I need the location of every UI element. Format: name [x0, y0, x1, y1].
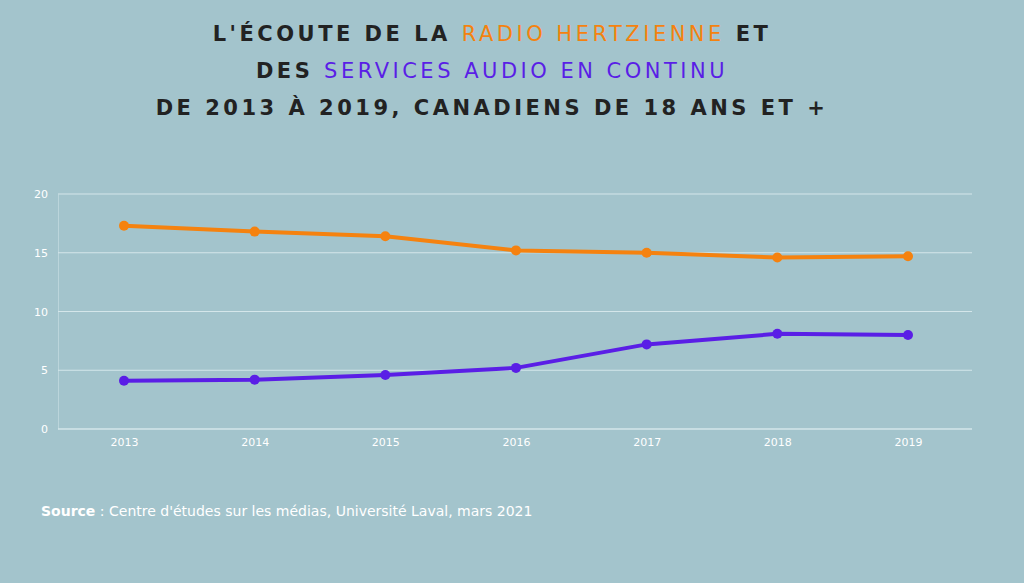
title-part: DE 2013 À 2019, CANADIENS DE 18 ANS ET + — [156, 95, 829, 120]
x-tick: 2017 — [633, 429, 661, 449]
y-tick: 10 — [34, 306, 58, 319]
x-tick-label: 2016 — [503, 436, 531, 449]
x-tick: 2013 — [111, 429, 139, 449]
series-point — [119, 221, 129, 231]
x-tick: 2018 — [764, 429, 792, 449]
series-point — [511, 363, 521, 373]
background — [0, 0, 1024, 583]
x-axis: 2013 2014 2015 2016 2017 2018 2019 — [58, 429, 972, 449]
grid-line — [58, 311, 972, 312]
series-point — [380, 370, 390, 380]
x-tick-label: 2014 — [241, 436, 269, 449]
series-point — [903, 330, 913, 340]
y-axis-line — [58, 195, 59, 430]
y-tick: 15 — [34, 247, 58, 260]
y-tick-label: 5 — [41, 364, 48, 377]
x-tick-label: 2019 — [895, 436, 923, 449]
legend-word: SERVICES AUDIO EN CONTINU — [324, 59, 728, 83]
y-tick: 0 — [41, 423, 58, 436]
y-tick-label: 15 — [34, 247, 48, 260]
x-tick-label: 2013 — [111, 436, 139, 449]
series-point — [380, 231, 390, 241]
y-tick-label: 20 — [34, 188, 48, 201]
x-tick: 2019 — [895, 429, 923, 449]
series-point — [119, 376, 129, 386]
source-note: Source : Centre d'études sur les médias,… — [41, 503, 532, 519]
x-tick-label: 2017 — [633, 436, 661, 449]
x-tick: 2015 — [372, 429, 400, 449]
title: L'ÉCOUTE DE LA RADIO HERTZIENNE ET DES SE… — [156, 21, 829, 120]
series-point — [511, 245, 521, 255]
series-point — [903, 251, 913, 261]
x-tick-label: 2015 — [372, 436, 400, 449]
x-tick: 2014 — [241, 429, 269, 449]
title-line: L'ÉCOUTE DE LA RADIO HERTZIENNE ET — [213, 21, 772, 46]
series-line — [124, 226, 908, 258]
x-tick-label: 2018 — [764, 436, 792, 449]
y-tick: 20 — [34, 188, 58, 201]
title-line: DE 2013 À 2019, CANADIENS DE 18 ANS ET + — [156, 95, 829, 120]
chart: L'ÉCOUTE DE LA RADIO HERTZIENNE ET DES SE… — [0, 0, 1024, 583]
source-text: : Centre d'études sur les médias, Univer… — [95, 503, 532, 519]
series-point — [642, 248, 652, 258]
series-point — [772, 329, 782, 339]
title-part: L'ÉCOUTE DE LA — [213, 21, 462, 46]
series-line — [124, 334, 908, 381]
y-axis: 0 5 10 15 20 — [34, 188, 59, 436]
legend-word: RADIO HERTZIENNE — [462, 22, 725, 46]
grid — [58, 194, 972, 429]
source-label: Source — [41, 503, 95, 519]
series-point — [772, 252, 782, 262]
x-axis-line — [58, 429, 972, 430]
title-line: DES SERVICES AUDIO EN CONTINU — [256, 59, 728, 83]
y-tick-label: 10 — [34, 306, 48, 319]
y-tick-label: 0 — [41, 423, 48, 436]
series-point — [250, 375, 260, 385]
series-point — [642, 339, 652, 349]
title-part: DES — [256, 59, 324, 83]
title-part: ET — [725, 22, 771, 46]
x-tick: 2016 — [503, 429, 531, 449]
series-point — [250, 227, 260, 237]
grid-line — [58, 194, 972, 195]
grid-line — [58, 429, 972, 430]
plot-area — [119, 221, 913, 386]
y-tick: 5 — [41, 364, 58, 377]
